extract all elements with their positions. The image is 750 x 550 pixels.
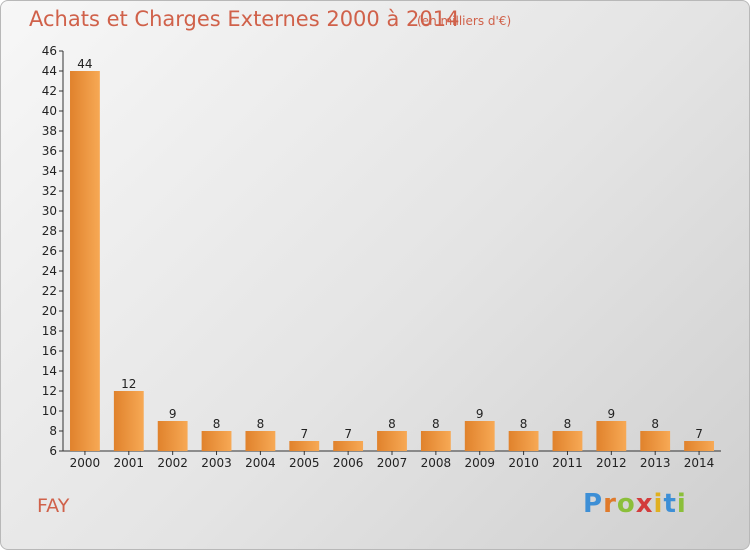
y-tick-label: 10 bbox=[42, 404, 57, 418]
y-tick-label: 14 bbox=[42, 364, 57, 378]
x-tick-label-2009: 2009 bbox=[464, 456, 495, 470]
value-label-2012: 9 bbox=[608, 407, 616, 421]
bar-2013 bbox=[640, 431, 671, 451]
x-tick-label-2010: 2010 bbox=[508, 456, 539, 470]
bar-2008 bbox=[420, 431, 451, 451]
value-label-2002: 9 bbox=[169, 407, 177, 421]
chart-unit: (en milliers d'€) bbox=[417, 14, 512, 28]
chart-title: Achats et Charges Externes 2000 à 2014 bbox=[29, 7, 460, 31]
y-tick-label: 8 bbox=[49, 424, 57, 438]
value-label-2001: 12 bbox=[121, 377, 136, 391]
y-tick-label: 44 bbox=[42, 64, 57, 78]
x-tick-label-2002: 2002 bbox=[157, 456, 188, 470]
y-tick-label: 28 bbox=[42, 224, 57, 238]
bar-2005 bbox=[289, 441, 320, 451]
y-tick-label: 20 bbox=[42, 304, 57, 318]
bar-2014 bbox=[684, 441, 714, 451]
y-tick-label: 26 bbox=[42, 244, 57, 258]
y-tick-label: 40 bbox=[42, 104, 57, 118]
y-tick-label: 38 bbox=[42, 124, 57, 138]
value-label-2005: 7 bbox=[300, 427, 308, 441]
bar-2011 bbox=[552, 431, 583, 451]
y-tick-label: 32 bbox=[42, 184, 57, 198]
x-tick-label-2004: 2004 bbox=[245, 456, 276, 470]
y-tick-label: 18 bbox=[42, 324, 57, 338]
bar-2006 bbox=[333, 441, 364, 451]
x-tick-label-2001: 2001 bbox=[114, 456, 145, 470]
x-tick-label-2013: 2013 bbox=[640, 456, 671, 470]
y-tick-label: 42 bbox=[42, 84, 57, 98]
value-label-2010: 8 bbox=[520, 417, 528, 431]
x-tick-label-2007: 2007 bbox=[377, 456, 408, 470]
bar-2007 bbox=[377, 431, 407, 451]
x-tick-label-2005: 2005 bbox=[289, 456, 320, 470]
value-label-2004: 8 bbox=[257, 417, 265, 431]
y-tick-label: 16 bbox=[42, 344, 57, 358]
x-tick-label-2011: 2011 bbox=[552, 456, 583, 470]
value-label-2009: 9 bbox=[476, 407, 484, 421]
y-tick-label: 22 bbox=[42, 284, 57, 298]
y-tick-label: 6 bbox=[49, 444, 57, 458]
x-tick-label-2012: 2012 bbox=[596, 456, 627, 470]
bar-2003 bbox=[201, 431, 232, 451]
value-label-2013: 8 bbox=[651, 417, 659, 431]
value-label-2000: 44 bbox=[77, 57, 92, 71]
x-tick-label-2014: 2014 bbox=[684, 456, 715, 470]
value-label-2014: 7 bbox=[695, 427, 703, 441]
value-label-2007: 8 bbox=[388, 417, 396, 431]
x-tick-label-2000: 2000 bbox=[70, 456, 101, 470]
y-tick-label: 34 bbox=[42, 164, 57, 178]
x-tick-label-2006: 2006 bbox=[333, 456, 364, 470]
x-tick-label-2003: 2003 bbox=[201, 456, 232, 470]
bar-2000 bbox=[70, 71, 100, 451]
y-tick-label: 30 bbox=[42, 204, 57, 218]
value-label-2003: 8 bbox=[213, 417, 221, 431]
y-tick-label: 24 bbox=[42, 264, 57, 278]
bar-2001 bbox=[113, 391, 144, 451]
y-tick-label: 36 bbox=[42, 144, 57, 158]
value-label-2011: 8 bbox=[564, 417, 572, 431]
x-tick-label-2008: 2008 bbox=[421, 456, 452, 470]
bar-2004 bbox=[245, 431, 276, 451]
bar-2010 bbox=[508, 431, 539, 451]
value-label-2008: 8 bbox=[432, 417, 440, 431]
bar-2012 bbox=[596, 421, 627, 451]
proxiti-logo: Proxiti bbox=[583, 489, 687, 519]
y-tick-label: 12 bbox=[42, 384, 57, 398]
value-label-2006: 7 bbox=[344, 427, 352, 441]
y-tick-label: 46 bbox=[42, 44, 57, 58]
commune-name: FAY bbox=[37, 495, 70, 517]
bar-2002 bbox=[157, 421, 188, 451]
bar-2009 bbox=[464, 421, 495, 451]
